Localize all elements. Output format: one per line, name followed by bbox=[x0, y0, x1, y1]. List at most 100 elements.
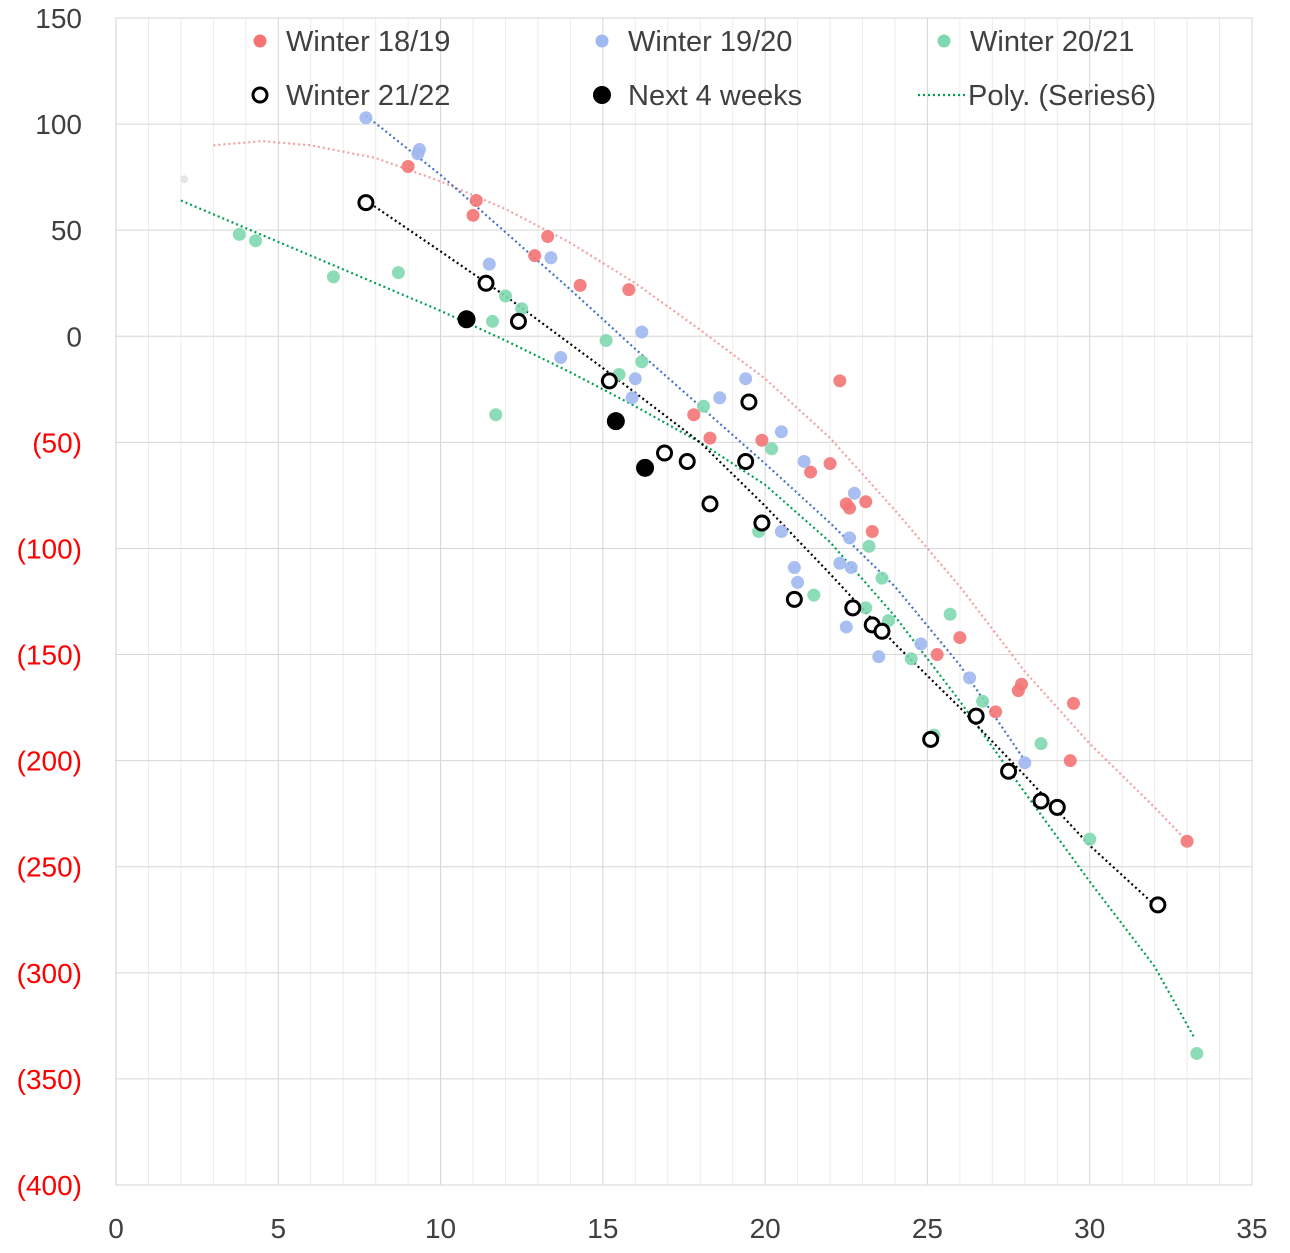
winter-18-19-point bbox=[859, 495, 873, 509]
winter-19-20-point bbox=[544, 251, 558, 265]
winter-18-19-point bbox=[843, 501, 857, 515]
x-tick-label: 5 bbox=[270, 1213, 286, 1244]
winter-20-21-point bbox=[232, 227, 246, 241]
winter-19-20-point bbox=[844, 561, 858, 575]
winter-18-19-point bbox=[703, 431, 717, 445]
winter-21-22-point bbox=[1149, 896, 1167, 914]
legend-label: Winter 18/19 bbox=[286, 26, 450, 58]
winter-18-19-point bbox=[865, 524, 879, 538]
legend-item-next-4-weeks: Next 4 weeks bbox=[593, 80, 802, 112]
winter-20-21-point bbox=[486, 314, 500, 328]
legend-item-winter-18-19: Winter 18/19 bbox=[253, 26, 450, 58]
next-4-weeks-point bbox=[457, 310, 476, 329]
winter-20-21-point bbox=[976, 694, 990, 708]
winter-19-20-point bbox=[787, 561, 801, 575]
winter-18-19-point bbox=[401, 160, 415, 174]
winter-21-22-point bbox=[922, 730, 940, 748]
winter-19-20-point bbox=[774, 524, 788, 538]
winter-19-20-point bbox=[482, 257, 496, 271]
winter-18-19-point bbox=[1063, 754, 1077, 768]
winter-19-20-point bbox=[872, 650, 886, 664]
faint-point bbox=[180, 175, 189, 184]
winter-18-19-point bbox=[573, 278, 587, 292]
winter-21-22-point bbox=[844, 599, 862, 617]
winter-20-21-point bbox=[943, 607, 957, 621]
x-tick-label: 0 bbox=[108, 1213, 124, 1244]
winter-20-21-point bbox=[862, 539, 876, 553]
winter-18-19-point bbox=[466, 208, 480, 222]
winter-20-21-point bbox=[391, 266, 405, 280]
winter-18-19-point bbox=[622, 283, 636, 297]
x-tick-label: 15 bbox=[587, 1213, 618, 1244]
winter-20-21-point bbox=[515, 302, 529, 316]
legend-marker bbox=[251, 86, 269, 104]
winter-20-21-point bbox=[875, 571, 889, 585]
winter-19-20-point bbox=[797, 454, 811, 468]
y-tick-label: (350) bbox=[17, 1064, 82, 1095]
y-tick-label: 0 bbox=[66, 321, 82, 352]
winter-21-22-point bbox=[753, 514, 771, 532]
winter-20-21-point bbox=[599, 334, 613, 348]
trend-18-19-trendline bbox=[213, 139, 1188, 843]
legend-item-winter-20-21: Winter 20/21 bbox=[937, 26, 1134, 58]
y-tick-label: (250) bbox=[17, 852, 82, 883]
x-tick-label: 30 bbox=[1074, 1213, 1105, 1244]
y-tick-label: 50 bbox=[51, 215, 82, 246]
winter-20-21-point bbox=[326, 270, 340, 284]
legend-label: Poly. (Series6) bbox=[968, 80, 1156, 112]
winter-20-21-point bbox=[498, 289, 512, 303]
winter-18-19-point bbox=[930, 648, 944, 662]
winter-19-20-point bbox=[847, 486, 861, 500]
winter-20-21-point bbox=[859, 601, 873, 615]
winter-18-19-point bbox=[755, 433, 769, 447]
winter-21-22-point bbox=[678, 452, 696, 470]
legend-label: Winter 21/22 bbox=[286, 80, 450, 112]
winter-19-20-point bbox=[914, 637, 928, 651]
x-tick-label: 10 bbox=[425, 1213, 456, 1244]
winter-19-20-point bbox=[412, 143, 426, 157]
winter-21-22-point bbox=[509, 312, 527, 330]
winter-19-20-point bbox=[963, 671, 977, 685]
winter-19-20-point bbox=[833, 556, 847, 570]
winter-18-19-point bbox=[833, 374, 847, 388]
legend-item-winter-21-22: Winter 21/22 bbox=[251, 80, 450, 112]
winter-18-19-point bbox=[541, 230, 555, 244]
winter-20-21-point bbox=[1190, 1046, 1204, 1060]
winter-19-20-point bbox=[843, 531, 857, 545]
winter-20-21-point bbox=[904, 652, 918, 666]
winter-21-22-point bbox=[737, 452, 755, 470]
legend-item-poly-series6: Poly. (Series6) bbox=[918, 80, 1156, 112]
winter-19-20-point bbox=[635, 325, 649, 339]
winter-20-21-point bbox=[249, 234, 263, 248]
winter-18-19-point bbox=[687, 408, 701, 422]
y-tick-label: (150) bbox=[17, 640, 82, 671]
winter-20-21-point bbox=[696, 399, 710, 413]
winter-19-20-point bbox=[554, 350, 568, 364]
winter-18-19-point bbox=[1015, 677, 1029, 691]
winter-20-21-point bbox=[489, 408, 503, 422]
legend-marker bbox=[253, 34, 267, 48]
x-tick-label: 35 bbox=[1236, 1213, 1267, 1244]
winter-21-22-point bbox=[740, 393, 758, 411]
winter-20-21-point bbox=[807, 588, 821, 602]
x-tick-label: 25 bbox=[912, 1213, 943, 1244]
winter-19-20-point bbox=[1018, 756, 1032, 770]
next-4-weeks-point bbox=[606, 412, 625, 431]
winter-20-21-point bbox=[765, 442, 779, 456]
winter-18-19-point bbox=[953, 631, 967, 645]
legend-label: Winter 20/21 bbox=[970, 26, 1134, 58]
trend-21-22-trendline bbox=[365, 199, 1156, 906]
y-tick-label: (200) bbox=[17, 746, 82, 777]
winter-18-19-point bbox=[1066, 696, 1080, 710]
winter-20-21-point bbox=[1034, 737, 1048, 751]
trendlines bbox=[180, 114, 1195, 1038]
y-tick-label: (300) bbox=[17, 958, 82, 989]
y-tick-label: (100) bbox=[17, 533, 82, 564]
y-tick-label: 150 bbox=[35, 3, 82, 34]
axes: 0 5 10 15 20 25 30 35 150 100 50 0 (50) (100) (150) (20… bbox=[17, 3, 1268, 1244]
winter-21-22-point bbox=[357, 194, 375, 212]
y-tick-label: 100 bbox=[35, 109, 82, 140]
winter-21-22-point bbox=[1000, 762, 1018, 780]
legend-label: Next 4 weeks bbox=[628, 80, 802, 112]
